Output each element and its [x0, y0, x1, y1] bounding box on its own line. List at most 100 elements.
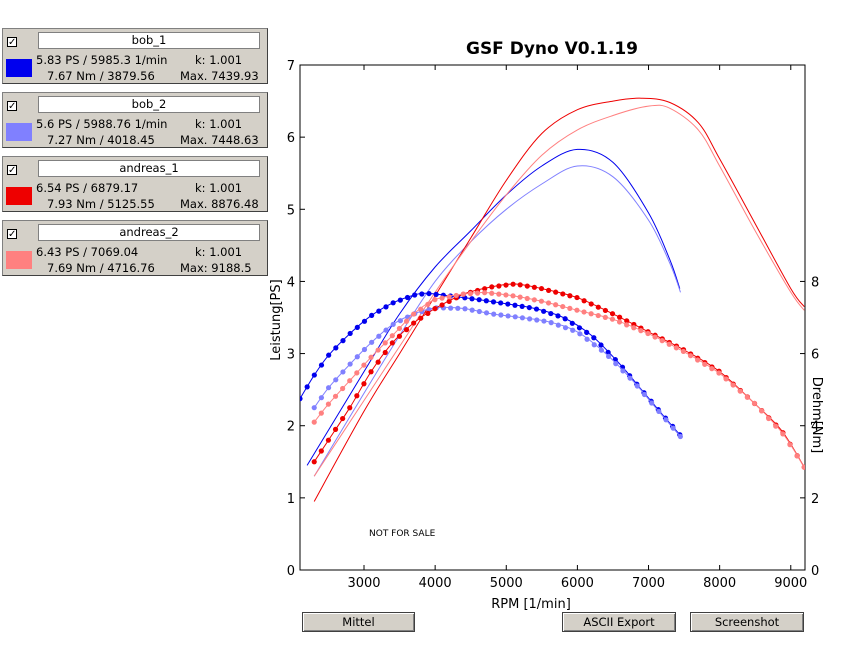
x-tick-label: 8000 — [703, 576, 736, 591]
torque-marker-bob_2 — [347, 361, 353, 367]
torque-marker-andreas_1 — [560, 291, 566, 297]
legend-checkbox[interactable]: ✓ — [7, 165, 17, 176]
torque-marker-andreas_2 — [538, 298, 545, 304]
torque-marker-bob_1 — [591, 335, 597, 341]
legend-checkbox[interactable]: ✓ — [7, 101, 17, 112]
torque-marker-bob_1 — [426, 290, 432, 297]
legend-k-factor: k: 1.001 — [195, 117, 243, 131]
torque-marker-andreas_2 — [624, 322, 630, 328]
torque-marker-bob_1 — [354, 324, 360, 330]
torque-marker-bob_2 — [613, 361, 619, 367]
torque-marker-andreas_1 — [439, 302, 445, 308]
power-line-bob_2 — [313, 165, 681, 477]
legend-color-swatch[interactable] — [6, 187, 32, 205]
torque-marker-bob_1 — [412, 292, 418, 298]
legend-k-factor: k: 1.001 — [195, 245, 243, 259]
torque-marker-andreas_2 — [368, 354, 374, 360]
torque-marker-andreas_2 — [524, 295, 530, 302]
legend-name-field[interactable]: andreas_1 — [38, 160, 260, 177]
y2-tick-label: 6 — [811, 348, 819, 363]
legend-color-swatch[interactable] — [6, 251, 32, 269]
legend-checkbox[interactable]: ✓ — [7, 37, 17, 48]
torque-marker-andreas_1 — [396, 333, 403, 339]
torque-marker-bob_1 — [340, 338, 346, 344]
torque-marker-bob_1 — [541, 308, 547, 314]
torque-marker-bob_2 — [534, 317, 540, 323]
torque-marker-bob_2 — [333, 377, 339, 383]
y-tick-label: 3 — [287, 348, 295, 363]
legend-color-swatch[interactable] — [6, 123, 32, 141]
legend-name-field[interactable]: bob_2 — [38, 96, 260, 113]
torque-marker-andreas_2 — [659, 338, 665, 344]
torque-marker-bob_2 — [311, 405, 317, 411]
torque-marker-andreas_1 — [574, 294, 580, 301]
y2-tick-label: 2 — [811, 492, 819, 507]
x-axis-label: RPM [1/min] — [491, 597, 571, 612]
torque-marker-bob_1 — [533, 306, 540, 312]
torque-marker-bob_2 — [670, 425, 676, 431]
torque-marker-bob_2 — [562, 325, 569, 331]
torque-marker-andreas_2 — [744, 394, 750, 400]
torque-marker-andreas_2 — [311, 419, 317, 425]
x-tick-label: 6000 — [561, 576, 594, 591]
torque-marker-bob_1 — [318, 362, 325, 368]
torque-marker-andreas_1 — [425, 310, 431, 317]
axes-layer: 3000 4000 5000 6000 7000 8000 9000 0 1 2 3 4 5 6 7 0 2 4 6… — [287, 59, 820, 591]
x-tick-label: 4000 — [419, 576, 452, 591]
torque-marker-andreas_2 — [695, 357, 701, 363]
torque-marker-andreas_1 — [524, 283, 530, 289]
torque-marker-andreas_1 — [340, 415, 346, 422]
legend-max-rpm: Max: 9188.5 — [180, 261, 252, 275]
torque-marker-andreas_2 — [609, 316, 616, 322]
y-tick-label: 5 — [287, 203, 295, 218]
torque-marker-andreas_2 — [453, 292, 459, 299]
torque-marker-bob_1 — [476, 297, 482, 303]
torque-marker-andreas_2 — [673, 345, 679, 351]
torque-marker-andreas_1 — [375, 359, 381, 365]
torque-marker-bob_1 — [498, 300, 504, 306]
torque-marker-bob_1 — [562, 316, 568, 322]
torque-marker-andreas_2 — [496, 291, 502, 297]
torque-marker-andreas_2 — [545, 300, 552, 306]
torque-marker-andreas_1 — [411, 320, 417, 326]
legend-checkbox[interactable]: ✓ — [7, 229, 17, 240]
y-tick-label: 1 — [287, 492, 295, 507]
torque-marker-bob_1 — [369, 312, 375, 318]
torque-marker-andreas_1 — [446, 298, 452, 304]
legend-color-swatch[interactable] — [6, 59, 32, 77]
torque-marker-bob_2 — [555, 322, 561, 328]
torque-marker-bob_2 — [390, 321, 396, 327]
legend-name-field[interactable]: andreas_2 — [38, 224, 260, 241]
mittel-button[interactable]: Mittel — [302, 612, 415, 632]
torque-marker-bob_1 — [376, 308, 382, 314]
torque-marker-andreas_2 — [553, 302, 559, 308]
torque-marker-bob_2 — [620, 368, 626, 374]
y2-tick-label: 8 — [811, 275, 819, 290]
torque-marker-andreas_2 — [645, 330, 651, 337]
torque-marker-andreas_1 — [482, 286, 488, 292]
torque-marker-andreas_1 — [368, 369, 374, 375]
torque-marker-bob_2 — [505, 313, 511, 319]
y-tick-label: 7 — [287, 59, 295, 74]
torque-marker-andreas_2 — [446, 294, 452, 300]
watermark-text: NOT FOR SALE — [369, 529, 436, 539]
torque-marker-bob_2 — [325, 385, 332, 391]
torque-marker-andreas_1 — [325, 437, 332, 443]
torque-marker-bob_1 — [390, 300, 396, 306]
torque-marker-andreas_2 — [616, 319, 623, 325]
torque-marker-andreas_2 — [574, 307, 580, 313]
legend-entry-bob-1: ✓ bob_1 5.83 PS / 5985.3 1/min k: 1.001 … — [2, 28, 268, 84]
torque-marker-andreas_2 — [638, 328, 644, 334]
torque-marker-andreas_2 — [482, 290, 488, 296]
legend-torque: 7.69 Nm / 4716.76 — [47, 261, 155, 275]
torque-marker-bob_2 — [498, 312, 504, 318]
torque-marker-andreas_1 — [311, 459, 317, 465]
screenshot-button[interactable]: Screenshot — [690, 612, 804, 632]
y-tick-label: 4 — [287, 275, 295, 290]
torque-marker-andreas_2 — [801, 464, 805, 470]
torque-marker-andreas_2 — [531, 297, 537, 303]
torque-marker-bob_1 — [326, 352, 332, 358]
legend-entry-andreas-1: ✓ andreas_1 6.54 PS / 6879.17 k: 1.001 7… — [2, 156, 268, 212]
ascii-export-button[interactable]: ASCII Export — [562, 612, 676, 632]
legend-name-field[interactable]: bob_1 — [38, 32, 260, 49]
